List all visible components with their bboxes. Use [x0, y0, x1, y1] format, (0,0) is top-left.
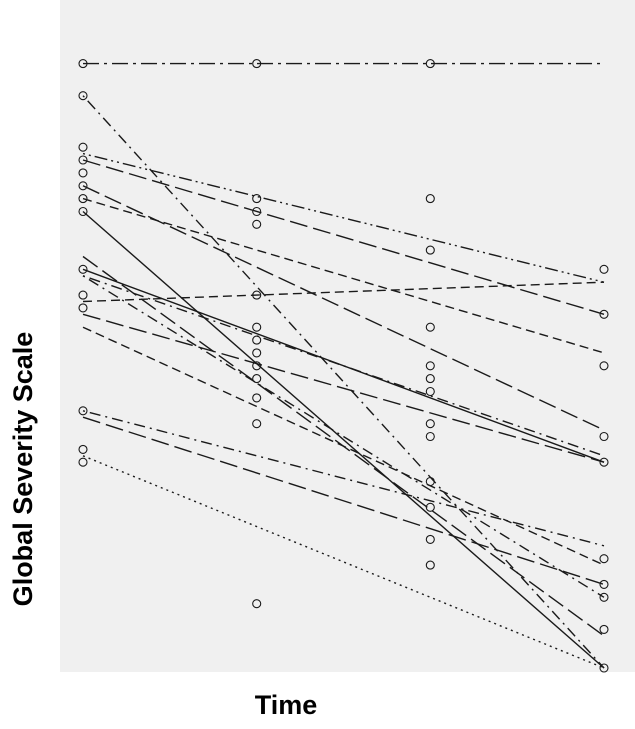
series-line-11: [82, 281, 605, 303]
series-line-3: [82, 152, 605, 283]
points-layer: [78, 59, 609, 673]
data-point-21: [252, 335, 262, 345]
data-point-4: [78, 155, 88, 165]
plot-panel: [60, 0, 635, 672]
data-point-37: [425, 476, 435, 487]
series-line-17: [82, 455, 605, 669]
series-line-7: [82, 210, 605, 669]
data-point-44: [599, 431, 609, 442]
data-point-20: [252, 322, 262, 332]
data-point-39: [425, 534, 435, 544]
data-point-35: [425, 419, 435, 429]
data-point-6: [78, 181, 88, 191]
data-point-22: [252, 348, 262, 358]
data-point-5: [78, 168, 88, 178]
data-point-36: [425, 431, 435, 442]
data-point-42: [599, 309, 609, 319]
data-point-13: [78, 444, 88, 454]
series-line-4: [82, 159, 605, 315]
series-layer: [82, 62, 605, 669]
data-point-28: [425, 59, 435, 69]
series-line-9: [82, 268, 605, 463]
data-point-9: [78, 264, 88, 274]
data-point-38: [425, 502, 435, 512]
data-point-18: [252, 219, 262, 229]
data-point-49: [599, 624, 609, 634]
series-line-15: [82, 410, 605, 547]
data-point-16: [252, 194, 262, 204]
data-point-25: [252, 393, 262, 403]
data-point-48: [599, 592, 609, 602]
data-point-47: [599, 579, 609, 589]
x-axis-label: Time: [255, 690, 318, 720]
data-point-41: [599, 264, 609, 274]
data-point-3: [78, 142, 88, 152]
series-line-12: [82, 275, 605, 598]
series-line-14: [82, 326, 605, 566]
data-point-1: [78, 59, 88, 69]
data-point-46: [599, 554, 609, 564]
data-point-17: [252, 206, 262, 217]
data-point-23: [252, 361, 262, 371]
data-point-40: [425, 560, 435, 570]
data-point-19: [252, 290, 262, 300]
series-line-13: [82, 313, 605, 463]
data-point-10: [78, 290, 88, 300]
data-point-29: [425, 194, 435, 204]
series-line-16: [82, 416, 605, 586]
data-point-14: [78, 457, 88, 467]
data-point-45: [599, 457, 609, 467]
data-point-30: [425, 245, 435, 255]
data-point-11: [78, 303, 88, 313]
data-point-8: [78, 206, 88, 217]
data-point-43: [599, 361, 609, 371]
data-point-33: [425, 374, 435, 384]
series-line-6: [82, 197, 605, 354]
data-point-32: [425, 361, 435, 371]
data-point-24: [252, 374, 262, 384]
data-point-26: [252, 419, 262, 429]
data-point-15: [252, 59, 262, 69]
y-axis-label: Global Severity Scale: [8, 332, 38, 607]
data-point-12: [78, 406, 88, 416]
data-point-31: [425, 322, 435, 332]
data-point-2: [78, 91, 88, 101]
data-point-7: [78, 194, 88, 204]
data-point-50: [599, 663, 609, 673]
data-point-34: [425, 386, 435, 397]
data-point-27: [252, 599, 262, 609]
